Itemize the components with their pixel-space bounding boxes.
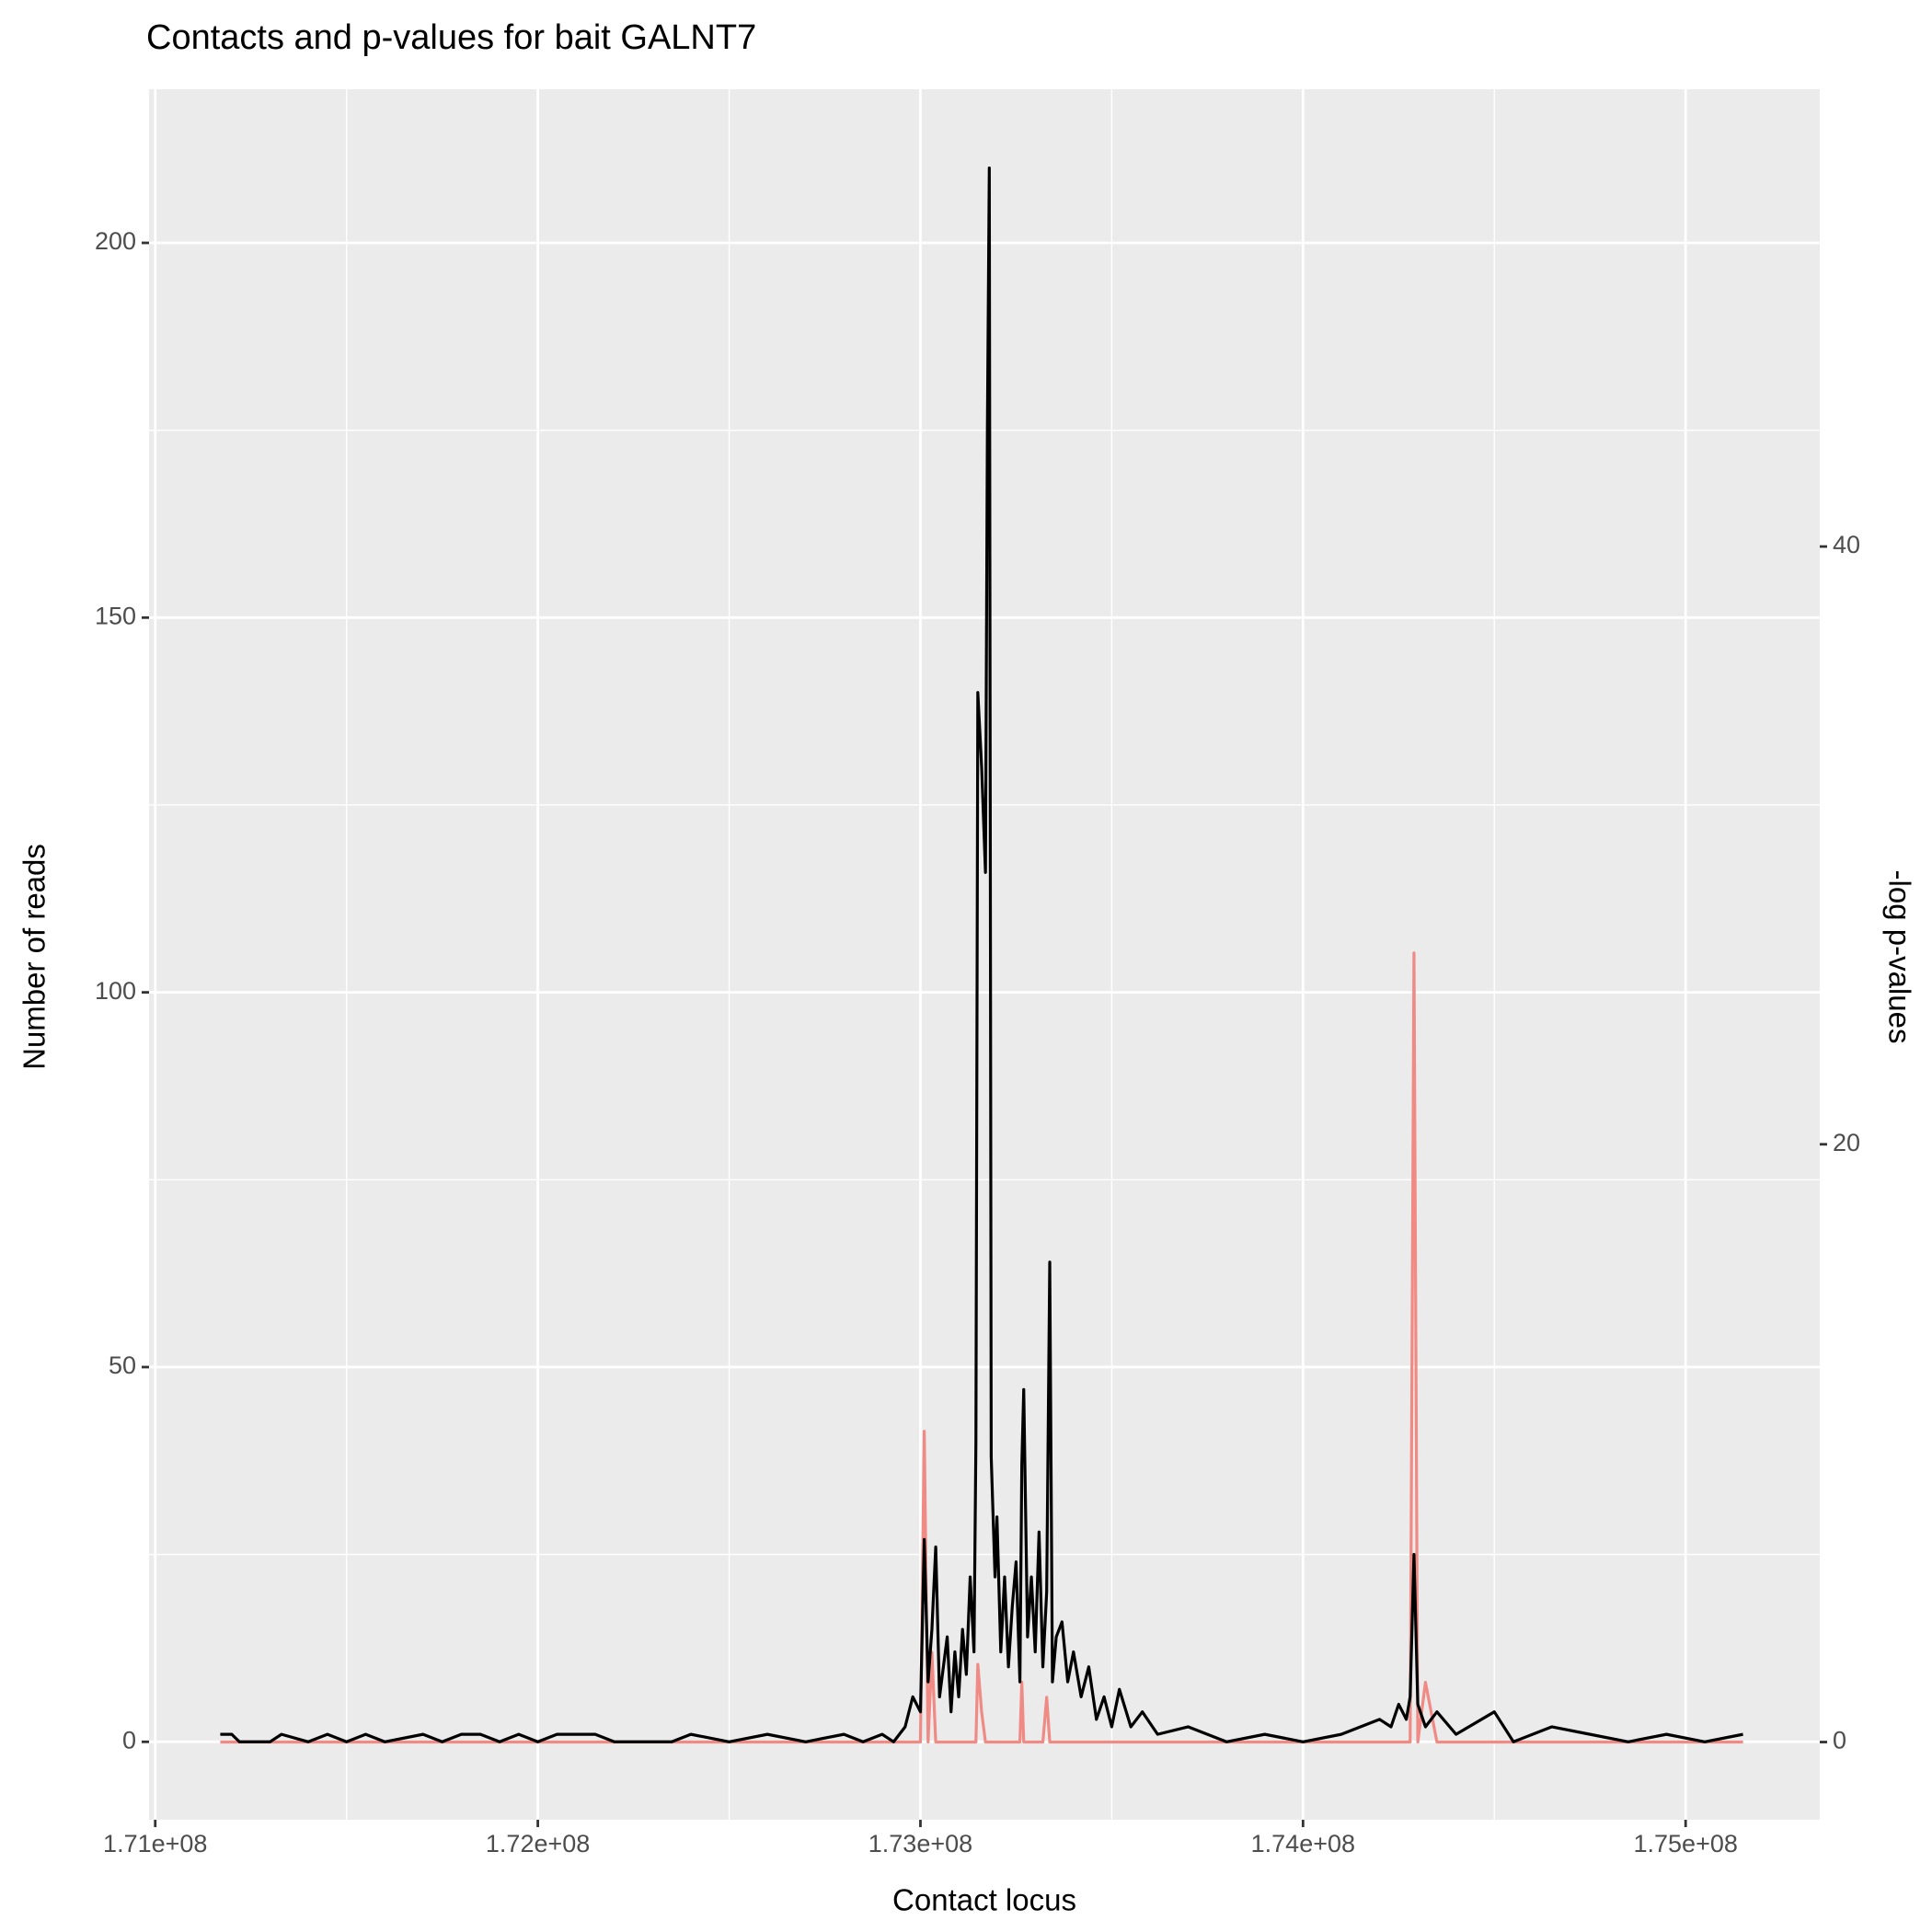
- chart-title: Contacts and p-values for bait GALNT7: [146, 18, 756, 57]
- y2-axis-title: -log p-values: [1882, 870, 1916, 1044]
- lines: [220, 166, 1743, 1744]
- x-tick-label: 1.73e+08: [868, 1830, 972, 1857]
- x-tick-label: 1.74e+08: [1251, 1830, 1355, 1857]
- x-tick-label: 1.72e+08: [486, 1830, 590, 1857]
- axes: 0 50 100 150 200 0 20 40 1.71e+08 1.72e+08 1.73e+0…: [95, 227, 1860, 1857]
- y-tick-label: 50: [109, 1351, 136, 1379]
- series-line: [220, 166, 1743, 1743]
- x-tick-label: 1.75e+08: [1634, 1830, 1738, 1857]
- y-axis-title: Number of reads: [17, 844, 52, 1070]
- y-tick-label: 100: [95, 977, 136, 1005]
- y-tick-label: 200: [95, 227, 136, 255]
- y2-tick-label: 20: [1833, 1129, 1860, 1156]
- series-line: [220, 951, 1743, 1744]
- x-axis-title: Contact locus: [892, 1883, 1076, 1917]
- y-tick-label: 0: [122, 1726, 136, 1754]
- panel: [149, 89, 1820, 1820]
- y2-tick-label: 40: [1833, 531, 1860, 558]
- y-tick-label: 150: [95, 602, 136, 629]
- grid: [149, 89, 1820, 1820]
- x-tick-label: 1.71e+08: [103, 1830, 207, 1857]
- y2-tick-label: 0: [1833, 1727, 1846, 1754]
